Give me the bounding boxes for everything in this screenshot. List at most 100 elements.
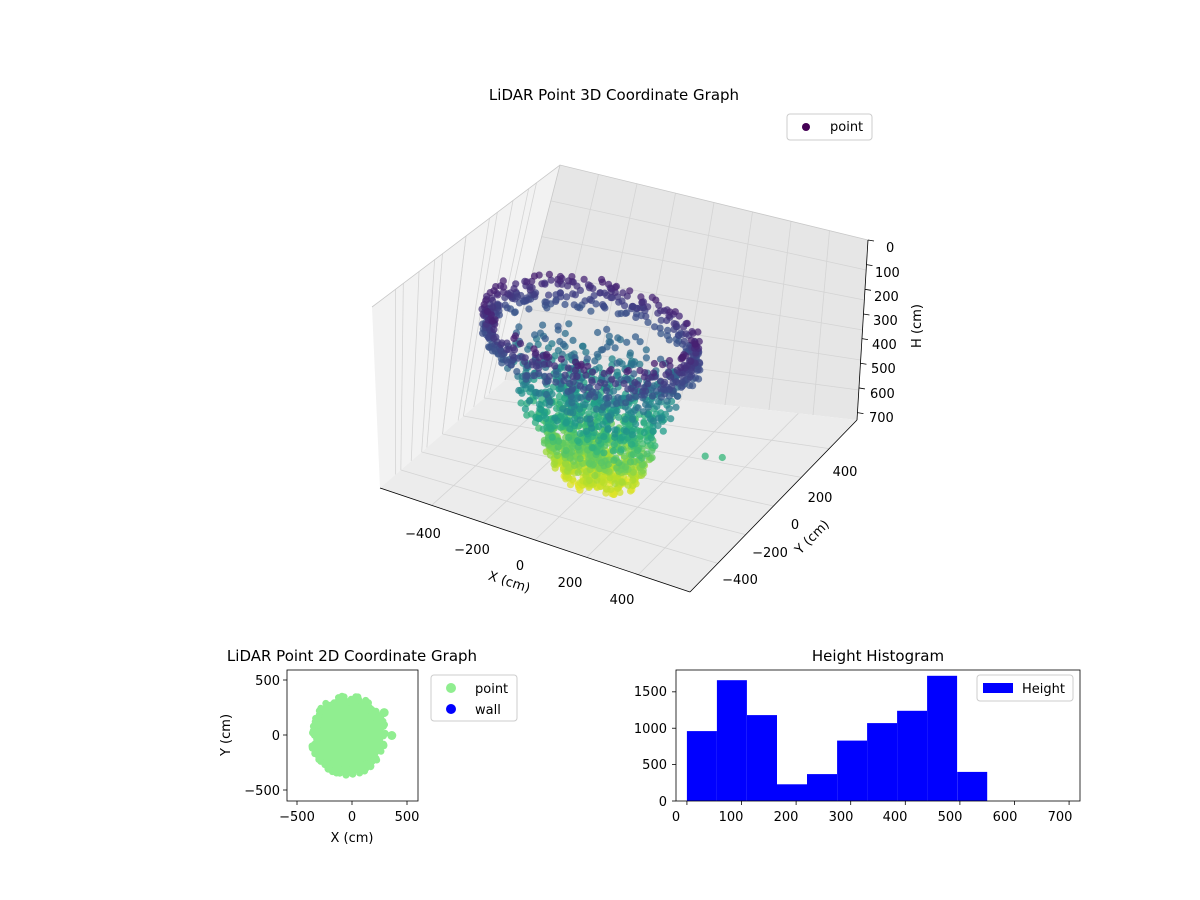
grid-line [421,259,436,453]
grid-line [442,235,467,435]
data-point [626,287,634,295]
x-tick-label: 500 [938,810,963,825]
x-tick-label: 0 [672,810,680,825]
x-axis-label-2d: X (cm) [331,831,374,846]
x-tick-label: 0 [348,810,356,825]
data-point [381,729,389,737]
data-point [483,307,491,316]
histogram-bar [686,731,717,801]
legend-label-point: point [475,682,508,697]
data-point [513,368,521,376]
data-point [498,339,506,347]
data-point [336,696,344,704]
legend-box [976,674,1074,702]
data-point [569,290,577,298]
chart-3d: LiDAR Point 3D Coordinate Graph −400 −20… [371,86,925,608]
data-point [644,403,652,411]
grid-line [724,211,753,406]
data-point [508,351,517,359]
data-point [600,433,608,441]
data-point [326,701,334,709]
data-point [525,305,533,313]
data-point [592,405,601,413]
data-point [718,453,726,462]
data-point [621,415,629,423]
legend-2d: point wall [430,674,518,722]
data-point [614,334,622,342]
data-point [509,344,517,352]
data-point [608,355,616,363]
data-point [631,378,639,387]
data-point [626,458,635,466]
histogram-title: Height Histogram [812,647,944,665]
histogram-bar [927,675,958,801]
data-point [602,387,611,395]
data-point [665,357,674,365]
data-point [636,452,644,460]
x-tick-label: 600 [993,810,1018,825]
data-point [568,386,576,394]
data-point [613,359,621,367]
data-point [582,427,591,436]
data-point [639,408,648,416]
data-point [667,415,675,423]
y-tick-label: −400 [722,573,758,588]
data-point [673,339,681,347]
data-point [589,460,597,469]
data-point [663,332,672,340]
data-point [512,280,520,288]
data-point [560,377,568,385]
data-point [554,322,562,330]
data-point [317,757,325,765]
data-point [545,360,553,368]
data-point [588,368,597,376]
data-point [656,324,664,332]
y-tick-label: 200 [808,491,833,506]
data-point [526,283,534,291]
data-point [611,479,619,488]
data-point [551,414,559,422]
x-axis-label: X (cm) [486,569,532,597]
data-point [587,307,595,315]
data-point [588,444,596,452]
data-point [659,361,667,369]
data-point [634,446,642,454]
data-point [480,300,488,309]
data-point [623,338,631,346]
data-point [535,389,543,397]
data-point [554,443,562,451]
legend-marker-height [983,683,1013,693]
data-point [356,769,364,777]
data-point [320,705,328,713]
data-point [606,367,614,375]
data-point [598,278,607,286]
data-point [657,355,665,363]
data-point [576,455,584,463]
data-point [315,711,323,719]
data-point [334,765,342,772]
data-point [650,369,658,377]
point-scatter-2d [308,692,397,779]
data-point [542,298,551,306]
data-point [626,487,635,495]
data-point [631,333,640,341]
data-point [654,422,662,430]
data-point [352,697,360,704]
x-tick-label: −200 [454,543,490,558]
legend-marker-point [446,683,456,693]
x-tick-label: 200 [558,576,583,591]
data-point [580,275,588,283]
data-point [316,745,324,753]
data-point [561,300,569,309]
data-point [563,293,571,301]
data-point [345,768,353,776]
data-point [570,301,578,309]
data-point [625,393,633,401]
data-point [629,302,637,310]
data-point [536,329,545,337]
data-point [628,415,636,423]
z-tick-label: 100 [875,266,900,281]
data-point [588,376,596,384]
data-point [524,345,532,353]
data-point [600,449,608,457]
